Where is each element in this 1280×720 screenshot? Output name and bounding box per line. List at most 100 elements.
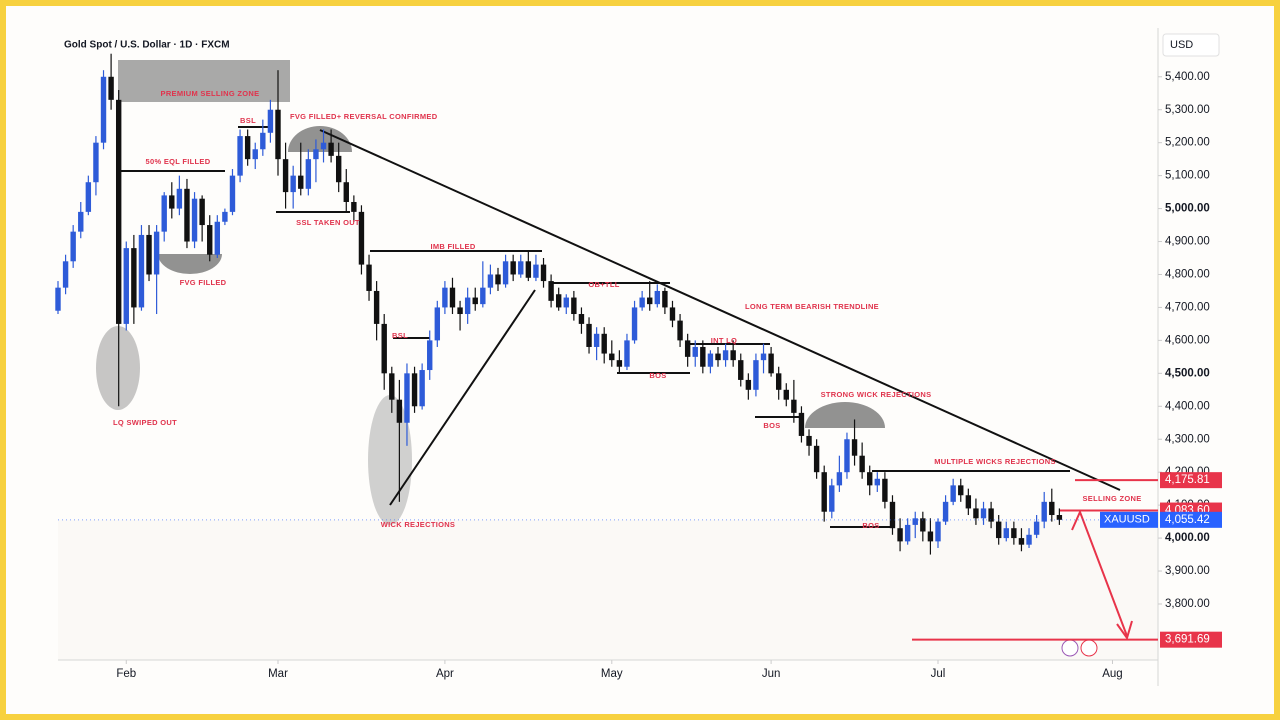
candle-body [851, 439, 858, 456]
candle-body [214, 221, 221, 255]
candle-body [973, 508, 979, 519]
candle-body [578, 314, 585, 324]
candle-body [78, 211, 84, 232]
premium-zone [118, 60, 290, 102]
annotation: FVG FILLED [180, 278, 227, 287]
candle-body [358, 211, 365, 265]
annotation: WICK REJECTIONS [381, 520, 456, 529]
candle-body [404, 373, 410, 423]
candle-body [419, 370, 425, 407]
candle-body [222, 211, 228, 222]
price-tag-label: 3,691.69 [1165, 634, 1210, 646]
y-tick-label: 5,000.00 [1165, 203, 1210, 215]
candle-body [692, 346, 698, 357]
candle-body [457, 307, 463, 315]
annotation: BOS [649, 371, 666, 380]
annotation: LQ SWIPED OUT [113, 418, 177, 427]
candle-body [624, 340, 630, 367]
candle-body [389, 373, 395, 400]
candle-body [1049, 501, 1055, 516]
annotation: FVG FILLED+ REVERSAL CONFIRMED [290, 112, 438, 121]
y-tick-label: 5,300.00 [1165, 104, 1210, 116]
candle-body [146, 234, 152, 275]
candle-body [760, 353, 767, 361]
event-icon [1061, 639, 1079, 657]
y-tick-label: 4,700.00 [1165, 301, 1210, 313]
candle-body [995, 521, 1002, 539]
candle-body [267, 109, 274, 133]
candle-body [1033, 521, 1040, 535]
candle-body [836, 472, 843, 486]
candle-body [244, 136, 251, 160]
candle-body [889, 501, 896, 529]
candle-body [586, 323, 592, 347]
candle-body [313, 149, 319, 160]
annotation: OB+TLL [588, 280, 619, 289]
candle-body [555, 294, 562, 308]
candle-body [988, 508, 994, 522]
candle-body [131, 248, 137, 308]
candle-body [768, 353, 774, 374]
y-tick-label: 3,900.00 [1165, 565, 1210, 577]
candle-body [829, 485, 835, 512]
candle-body [897, 528, 903, 542]
y-tick-label: 5,100.00 [1165, 170, 1210, 182]
y-tick-label: 4,800.00 [1165, 269, 1210, 281]
candle-body [184, 188, 190, 242]
annotation: LONG TERM BEARISH TRENDLINE [745, 302, 879, 311]
candle-body [980, 508, 987, 519]
candle-body [229, 175, 236, 212]
candle-body [669, 307, 676, 321]
candle-body [745, 379, 752, 390]
candle-body [1018, 538, 1025, 545]
candles [55, 53, 1063, 555]
candle-body [510, 261, 516, 275]
candle-body [487, 274, 494, 288]
candle-body [654, 290, 661, 305]
price-tag [1160, 511, 1222, 528]
highlight-ellipse [96, 326, 140, 410]
candle-body [715, 353, 721, 361]
candle-body [275, 109, 281, 160]
candle-body [639, 297, 645, 308]
chart-title: Gold Spot / U.S. Dollar · 1D · FXCM [64, 40, 230, 51]
y-tick-label: 4,900.00 [1165, 236, 1210, 248]
candle-body [571, 297, 577, 315]
candle-body [343, 182, 349, 202]
candle-body [631, 307, 638, 341]
x-tick-label: Aug [1102, 668, 1122, 680]
candle-body [874, 478, 881, 486]
candle-body [563, 297, 569, 308]
price-tag [1160, 631, 1222, 648]
annotation: BSL [392, 331, 408, 340]
candle-body [525, 261, 532, 278]
candle-body [806, 435, 812, 446]
candle-body [207, 225, 213, 255]
candle-body [867, 472, 873, 486]
candle-body [108, 76, 114, 100]
x-tick-label: Apr [436, 668, 454, 680]
x-tick-label: Mar [268, 668, 288, 680]
candle-body [593, 333, 600, 347]
candle-body [138, 234, 145, 308]
x-tick-label: Jun [762, 668, 781, 680]
candle-body [684, 340, 691, 357]
candle-body [472, 297, 478, 305]
projection-arrow [1071, 509, 1128, 637]
candle-body [260, 132, 266, 150]
candle-body [935, 521, 941, 542]
candle-body [791, 399, 797, 413]
candle-body [298, 175, 304, 189]
candle-body [328, 142, 334, 156]
candle-body [282, 159, 289, 193]
candle-body [942, 501, 949, 522]
candle-body [700, 346, 706, 367]
candle-body [912, 518, 918, 525]
candle-body [647, 297, 653, 305]
currency-label: USD [1170, 39, 1193, 51]
candle-body [351, 201, 357, 212]
wick-zone [805, 402, 885, 428]
candle-body [540, 264, 547, 282]
event-icon [1080, 639, 1098, 657]
candle-body [305, 159, 312, 189]
